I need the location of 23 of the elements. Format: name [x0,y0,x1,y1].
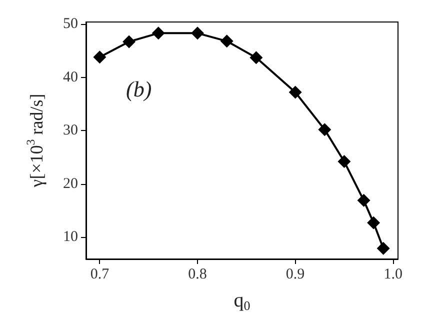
point [318,123,332,136]
y-tick-label: 30 [63,122,78,139]
y-tick-label: 50 [63,16,78,32]
y-tick-label: 10 [63,229,78,246]
annotation: (b) [126,76,152,102]
y-axis-title: γ[×103 rad/s] [24,94,47,188]
x-tick-label: 0.8 [188,266,207,282]
point [191,26,204,40]
point [338,155,351,168]
point [93,50,106,64]
point [220,34,234,48]
point [250,51,263,64]
point [357,194,370,207]
point [288,86,302,99]
point [152,26,165,40]
point [122,35,136,48]
x-tick-label: 1.0 [384,266,402,282]
point [376,242,390,255]
x-tick-label: 0.7 [90,266,110,282]
y-tick-label: 20 [63,176,78,192]
x-tick-label: 0.9 [286,266,305,282]
point [367,216,380,230]
y-tick-label: 40 [63,69,78,86]
